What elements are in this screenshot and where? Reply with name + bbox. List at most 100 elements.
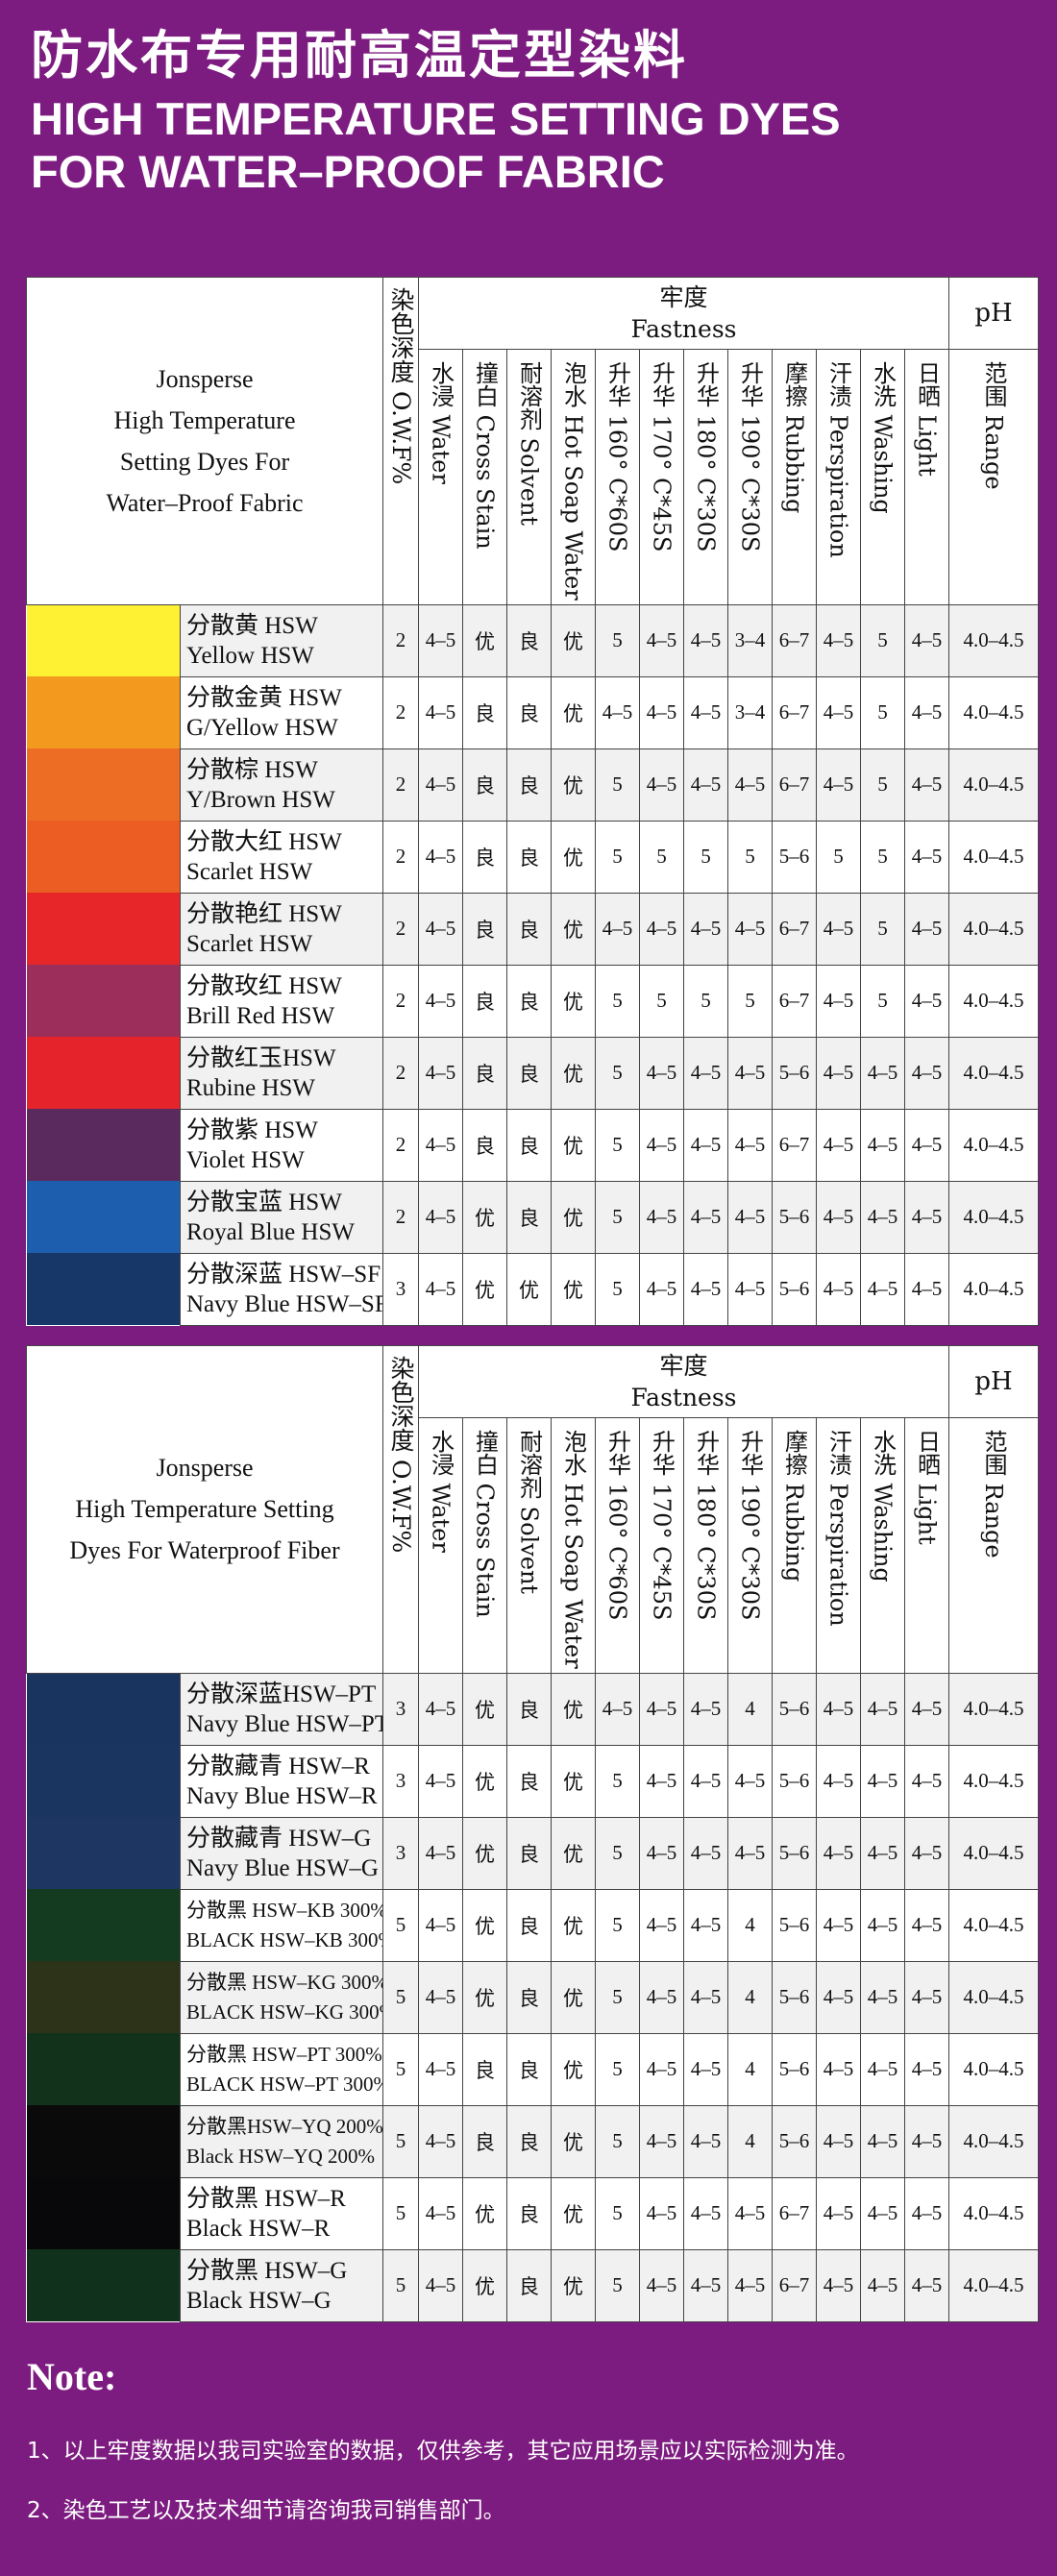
value-cell: 5 <box>860 820 905 894</box>
value-cell: 4–5 <box>683 1960 729 2034</box>
value-cell: 优 <box>462 2176 508 2250</box>
value-cell: 4–5 <box>904 964 949 1038</box>
value-cell: 2 <box>382 1180 419 1254</box>
color-swatch <box>26 1961 181 2034</box>
value-cell: 4–5 <box>904 1744 950 1818</box>
value-cell: 5 <box>683 820 728 894</box>
value-cell: 4–5 <box>683 1252 728 1326</box>
dye-name: 分散黄 HSW Yellow HSW <box>180 603 383 677</box>
column-header-label: 范围 Range <box>980 361 1007 490</box>
note-line-1: 1、以上牢度数据以我司实验室的数据，仅供参考，其它应用场景应以实际检测为准。 <box>27 2439 859 2464</box>
fastness-en: Fastness <box>630 315 737 343</box>
column-header-label: 升华 170° C*45S <box>648 1430 676 1621</box>
value-cell: 4–5 <box>904 1888 950 1962</box>
value-cell: 4–5 <box>860 1672 906 1746</box>
value-cell: 良 <box>506 675 552 749</box>
column-header-label: 摩擦 Rubbing <box>780 1430 808 1582</box>
column-header: 撞白 Cross Stain <box>462 349 507 605</box>
value-cell: 4 <box>727 2104 774 2178</box>
value-cell: 良 <box>462 892 507 966</box>
dye-name-cn: 分散藏青 HSW–R <box>186 1753 370 1779</box>
value-cell: 良 <box>506 748 552 822</box>
dye-name: 分散藏青 HSW–G Navy Blue HSW–G <box>179 1816 384 1890</box>
column-header-label: 日晒 Light <box>913 1430 941 1545</box>
value-cell: 优 <box>506 1252 552 1326</box>
value-cell: 良 <box>462 1108 507 1182</box>
dye-name: 分散棕 HSW Y/Brown HSW <box>180 748 383 822</box>
value-cell: 4–5 <box>683 1108 728 1182</box>
value-cell: 4.0–4.5 <box>948 2104 1040 2178</box>
value-cell: 4–5 <box>816 2104 862 2178</box>
dye-name-en: Rubine HSW <box>186 1074 316 1101</box>
value-cell: 良 <box>506 1108 552 1182</box>
column-header: 泡水 Hot Soap Water <box>551 1417 597 1674</box>
value-cell: 5–6 <box>772 820 817 894</box>
fastness-header: 牢度 Fastness <box>418 277 949 350</box>
value-cell: 5–6 <box>772 2104 818 2178</box>
value-cell: 5 <box>595 964 640 1038</box>
value-cell: 4–5 <box>860 1816 906 1890</box>
table-row: 分散深蓝HSW–PT Navy Blue HSW–PT 3 4–5 优良优 4–5 4–5 4… <box>26 1672 1040 1746</box>
dye-name: 分散黑HSW–YQ 200% Black HSW–YQ 200% <box>179 2104 384 2178</box>
value-cell: 4–5 <box>418 1672 464 1746</box>
value-cell: 4–5 <box>904 1180 949 1254</box>
value-cell: 良 <box>506 1960 553 2034</box>
column-header-label: 汗渍 Perspiration <box>824 361 852 558</box>
value-cell: 2 <box>382 820 419 894</box>
value-cell: 优 <box>462 1672 508 1746</box>
value-cell: 4–5 <box>683 1816 729 1890</box>
value-cell: 优 <box>551 1180 596 1254</box>
value-cell: 良 <box>462 1036 507 1110</box>
value-cell: 4–5 <box>683 1744 729 1818</box>
value-cell: 4–5 <box>683 603 728 677</box>
value-cell: 4–5 <box>418 964 463 1038</box>
value-cell: 4–5 <box>904 2104 950 2178</box>
value-cell: 4–5 <box>816 1672 862 1746</box>
value-cell: 4–5 <box>904 2248 950 2322</box>
value-cell: 4–5 <box>639 1180 684 1254</box>
value-cell: 4.0–4.5 <box>948 2176 1040 2250</box>
table-row: 分散藏青 HSW–G Navy Blue HSW–G 3 4–5 优良优 5 4–5 4–5 4… <box>26 1816 1040 1890</box>
owf-header: 染色深度 O.W.F% <box>382 277 419 605</box>
value-cell: 5 <box>595 1888 641 1962</box>
value-cell: 4–5 <box>639 748 684 822</box>
value-cell: 4.0–4.5 <box>948 1252 1039 1326</box>
value-cell: 5 <box>595 1816 641 1890</box>
value-cell: 5 <box>860 964 905 1038</box>
value-cell: 5 <box>595 2032 641 2106</box>
value-cell: 4–5 <box>683 1888 729 1962</box>
value-cell: 4–5 <box>727 2248 774 2322</box>
value-cell: 4–5 <box>860 1252 905 1326</box>
column-header: 日晒 Light <box>904 1417 950 1674</box>
value-cell: 4–5 <box>639 603 684 677</box>
value-cell: 5–6 <box>772 1252 817 1326</box>
value-cell: 良 <box>506 2176 553 2250</box>
dye-name-en: Royal Blue HSW <box>186 1218 355 1245</box>
value-cell: 4–5 <box>683 2248 729 2322</box>
value-cell: 4–5 <box>816 1744 862 1818</box>
value-cell: 4–5 <box>683 1180 728 1254</box>
value-cell: 4–5 <box>816 1960 862 2034</box>
value-cell: 优 <box>462 603 507 677</box>
value-cell: 4–5 <box>904 1960 950 2034</box>
ph-header: pH <box>948 277 1039 350</box>
value-cell: 4–5 <box>904 892 949 966</box>
value-cell: 优 <box>551 2104 597 2178</box>
dye-name-cn: 分散艳红 HSW <box>186 900 342 927</box>
value-cell: 3 <box>382 1252 419 1326</box>
value-cell: 4 <box>727 1960 774 2034</box>
value-cell: 4–5 <box>639 2176 685 2250</box>
value-cell: 优 <box>551 892 596 966</box>
value-cell: 4–5 <box>860 1744 906 1818</box>
column-header: 汗渍 Perspiration <box>816 349 861 605</box>
column-header-label: 耐溶剂 Solvent <box>515 361 543 527</box>
page-header: 防水布专用耐高温定型染料 HIGH TEMPERATURE SETTING DY… <box>0 0 1057 198</box>
column-header-label: 水洗 Washing <box>869 361 897 514</box>
value-cell: 4–5 <box>418 1252 463 1326</box>
value-cell: 4–5 <box>904 1252 949 1326</box>
value-cell: 优 <box>551 1888 597 1962</box>
value-cell: 4–5 <box>816 1888 862 1962</box>
value-cell: 4–5 <box>816 892 861 966</box>
title-chinese: 防水布专用耐高温定型染料 <box>31 25 688 86</box>
value-cell: 4 <box>727 2032 774 2106</box>
